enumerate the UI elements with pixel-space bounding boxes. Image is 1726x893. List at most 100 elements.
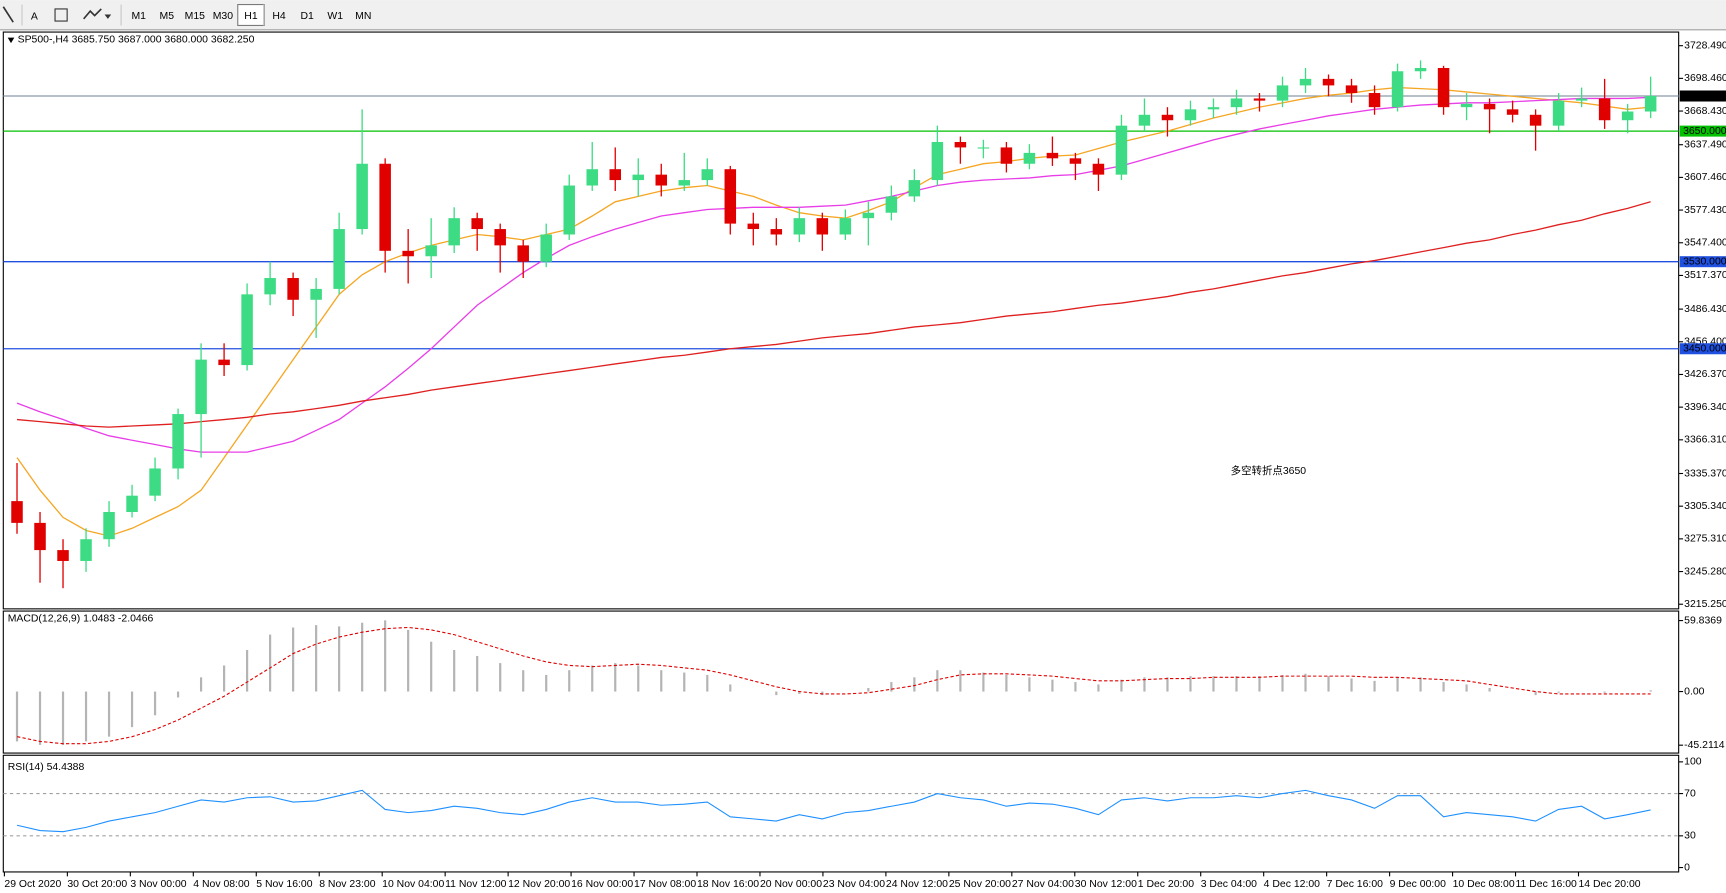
dropdown[interactable] [104, 14, 112, 19]
period-label[interactable]: M30 [213, 11, 233, 22]
candle-body [1184, 109, 1197, 121]
candle-body [632, 174, 645, 181]
candle-body [954, 141, 967, 148]
y-tick-label: 3668.430 [1684, 106, 1726, 117]
x-tick-label: 27 Nov 04:00 [1012, 879, 1074, 890]
label-tool[interactable] [54, 8, 68, 22]
x-tick-label: 11 Nov 12:00 [445, 879, 507, 890]
x-tick-label: 4 Dec 12:00 [1264, 879, 1320, 890]
candle-body [977, 147, 990, 149]
period-label[interactable]: M15 [185, 11, 205, 22]
level-label: 3450.000 [1683, 344, 1726, 355]
period-label[interactable]: MN [355, 11, 371, 22]
candle-body [931, 141, 944, 181]
y-tick-label: 3607.460 [1684, 172, 1726, 183]
symbol-menu[interactable] [7, 37, 15, 44]
candle-body [494, 229, 506, 246]
period-label[interactable]: M1 [131, 11, 146, 22]
level-label-box [1679, 343, 1726, 355]
candle-body [1506, 109, 1519, 115]
candle-body [586, 169, 598, 186]
y-tick-label: 3335.370 [1684, 468, 1726, 479]
candle-body [1368, 93, 1381, 108]
candle-body [1230, 98, 1243, 108]
candle-body [1069, 158, 1082, 164]
candle-body [356, 163, 368, 230]
candle-body [471, 218, 483, 230]
candle-body [1483, 103, 1496, 110]
candle-body [1391, 71, 1404, 108]
candle-body [1092, 163, 1105, 175]
candle-body [1161, 114, 1174, 121]
y-tick-label: 30 [1684, 831, 1696, 842]
candle-body [1575, 98, 1588, 101]
x-tick-label: 16 Nov 00:00 [571, 879, 633, 890]
level-label-box [1679, 90, 1726, 102]
y-tick-label: 3366.310 [1684, 435, 1726, 446]
period-label[interactable]: M5 [160, 11, 175, 22]
y-tick-label: 59.8369 [1684, 615, 1722, 626]
panel-title: RSI(14) 54.4388 [8, 762, 85, 773]
candle-body [1345, 85, 1358, 94]
period-label[interactable]: D1 [300, 11, 314, 22]
x-tick-label: 1 Dec 20:00 [1138, 879, 1194, 890]
text-tool[interactable]: A [31, 11, 38, 22]
y-tick-label: 3637.490 [1684, 139, 1726, 150]
candle-body [885, 196, 898, 213]
y-tick-label: 100 [1684, 757, 1702, 768]
rsi-line [16, 789, 1651, 833]
period-button[interactable] [237, 3, 265, 27]
y-tick-label: 3517.370 [1684, 270, 1726, 281]
candle-body [1115, 125, 1128, 175]
period-label[interactable]: H1 [244, 11, 258, 22]
y-tick-label: 3396.340 [1684, 402, 1726, 413]
candle-body [448, 218, 460, 246]
x-tick-label: 10 Dec 08:00 [1453, 879, 1515, 890]
y-tick-label: 3698.460 [1684, 73, 1726, 84]
candle-body [310, 288, 322, 300]
candle-body [563, 185, 575, 235]
crosshair-icon[interactable] [2, 6, 14, 23]
candle-body [1621, 111, 1634, 121]
level-label-box [1679, 256, 1726, 268]
y-tick-label: 3275.310 [1684, 534, 1726, 545]
y-tick-label: 0.00 [1684, 686, 1705, 697]
candle-body [1529, 114, 1542, 126]
level-label: 3650.000 [1683, 126, 1726, 137]
candle-body [1437, 67, 1450, 108]
candle-body [724, 169, 737, 224]
candle-body [11, 501, 23, 523]
candle-body [1000, 147, 1013, 164]
x-tick-label: 30 Nov 12:00 [1075, 879, 1137, 890]
candle-body [1299, 78, 1312, 86]
candle-body [241, 294, 253, 366]
arrows-tool[interactable] [83, 8, 102, 20]
x-tick-label: 25 Nov 20:00 [949, 879, 1011, 890]
candle-body [1046, 152, 1059, 159]
candle-body [1414, 67, 1427, 72]
rsi-panel [2, 754, 1680, 873]
x-tick-label: 29 Oct 2020 [4, 879, 61, 890]
x-tick-label: 5 Nov 16:00 [256, 879, 312, 890]
y-tick-label: 3577.430 [1684, 205, 1726, 216]
signal-line [16, 626, 1651, 745]
period-label[interactable]: H4 [272, 11, 286, 22]
x-tick-label: 9 Dec 00:00 [1390, 879, 1446, 890]
candle-body [264, 278, 276, 295]
macd-panel [2, 610, 1680, 754]
candle-body [402, 250, 414, 257]
candle-body [218, 359, 230, 366]
x-tick-label: 12 Nov 20:00 [508, 879, 570, 890]
candle-body [678, 180, 691, 186]
annotation: 多空转折点3650 [1231, 464, 1307, 477]
candle-body [1644, 96, 1657, 112]
candle-body [1138, 114, 1151, 126]
period-label[interactable]: W1 [327, 11, 343, 22]
y-tick-label: 3305.340 [1684, 501, 1726, 512]
y-tick-label: 3215.250 [1684, 599, 1726, 610]
candle-body [816, 218, 829, 235]
candle-body [701, 169, 714, 181]
candle-body [333, 229, 345, 289]
